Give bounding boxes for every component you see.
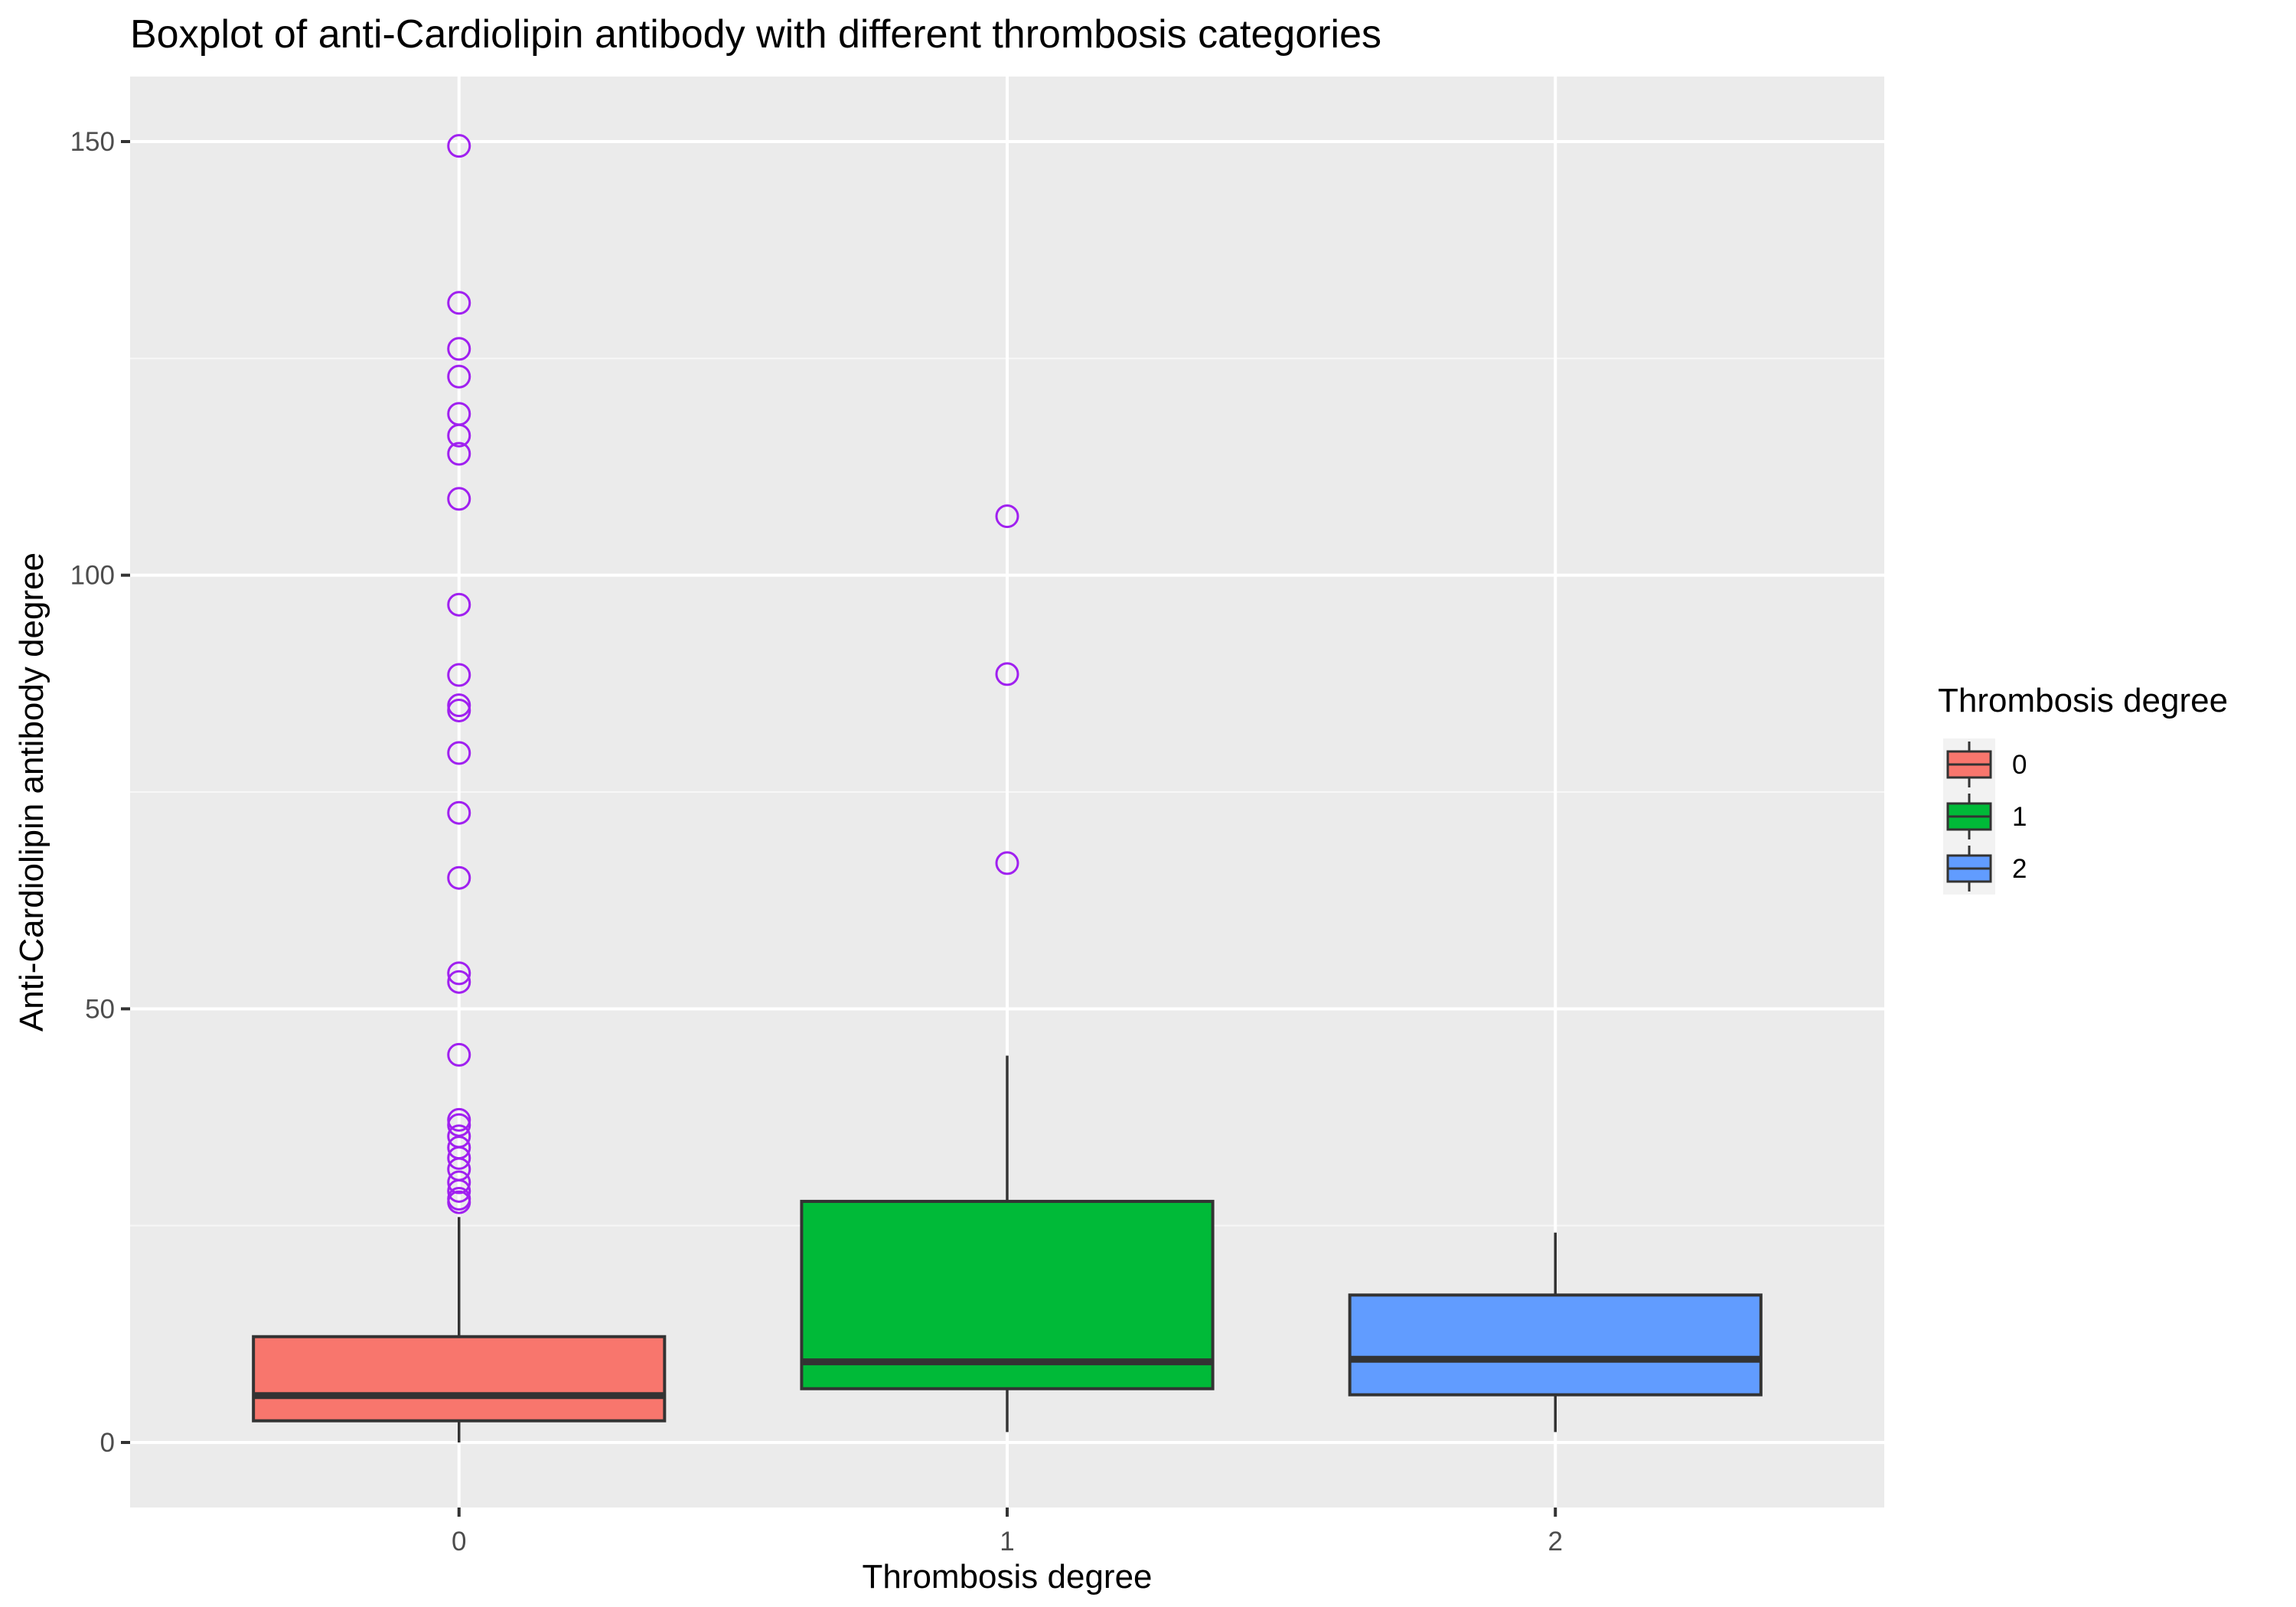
legend-keys: 0 1 2 — [1943, 738, 2027, 895]
x-axis: 0 1 2 — [452, 1508, 1563, 1556]
x-tick-label: 1 — [1000, 1527, 1014, 1556]
box-series — [252, 1055, 1763, 1442]
y-tick-label: 0 — [100, 1428, 115, 1458]
outlier-point — [447, 487, 471, 511]
outlier-point — [447, 364, 471, 389]
chart-title: Boxplot of anti-Cardiolipin antibody wit… — [130, 12, 1381, 57]
y-tick-label: 100 — [70, 561, 115, 591]
box-body — [800, 1199, 1215, 1390]
legend-label: 2 — [2012, 854, 2027, 884]
y-tick-label: 150 — [70, 127, 115, 157]
outlier-point — [447, 134, 471, 158]
x-tick-label: 0 — [452, 1527, 466, 1556]
outlier-point — [995, 662, 1019, 686]
y-tick-label: 50 — [85, 994, 115, 1024]
outlier-point — [447, 970, 471, 994]
box-body — [252, 1335, 667, 1423]
legend-key-2: 2 — [1943, 843, 2027, 895]
outlier-point — [447, 693, 471, 718]
outlier-point — [447, 1107, 471, 1132]
outlier-point — [995, 504, 1019, 529]
x-tick-label: 2 — [1548, 1527, 1563, 1556]
outlier-point — [447, 961, 471, 986]
box-body — [1348, 1293, 1763, 1397]
y-axis-title: Anti-Cardiolipin antibody degree — [13, 553, 51, 1032]
outlier-point — [447, 1178, 471, 1203]
outlier-point — [447, 423, 471, 448]
y-axis: 0 50 100 150 — [70, 127, 130, 1458]
legend-label: 0 — [2012, 750, 2027, 780]
box-group-0 — [252, 1217, 667, 1442]
outlier-point — [447, 1146, 471, 1170]
outlier-point — [447, 698, 471, 722]
box-group-2 — [1348, 1232, 1763, 1433]
outlier-point — [447, 800, 471, 825]
outlier-point — [447, 337, 471, 361]
outlier-point — [447, 865, 471, 890]
outlier-point — [447, 741, 471, 765]
legend-title: Thrombosis degree — [1938, 682, 2228, 719]
outlier-point — [447, 592, 471, 617]
outlier-point — [447, 291, 471, 315]
outlier-point — [447, 1190, 471, 1214]
box-group-1 — [800, 1055, 1215, 1433]
outlier-point — [995, 851, 1019, 875]
outlier-point — [447, 1170, 471, 1195]
outlier-point — [447, 663, 471, 687]
outlier-point — [447, 442, 471, 466]
legend-key-1: 1 — [1943, 790, 2027, 843]
legend-label: 1 — [2012, 802, 2027, 832]
legend: Thrombosis degree 0 1 2 — [1938, 682, 2228, 895]
x-axis-title: Thrombosis degree — [862, 1558, 1152, 1596]
outlier-point — [447, 1042, 471, 1067]
legend-key-0: 0 — [1943, 738, 2027, 790]
outlier-points — [447, 134, 1019, 1214]
